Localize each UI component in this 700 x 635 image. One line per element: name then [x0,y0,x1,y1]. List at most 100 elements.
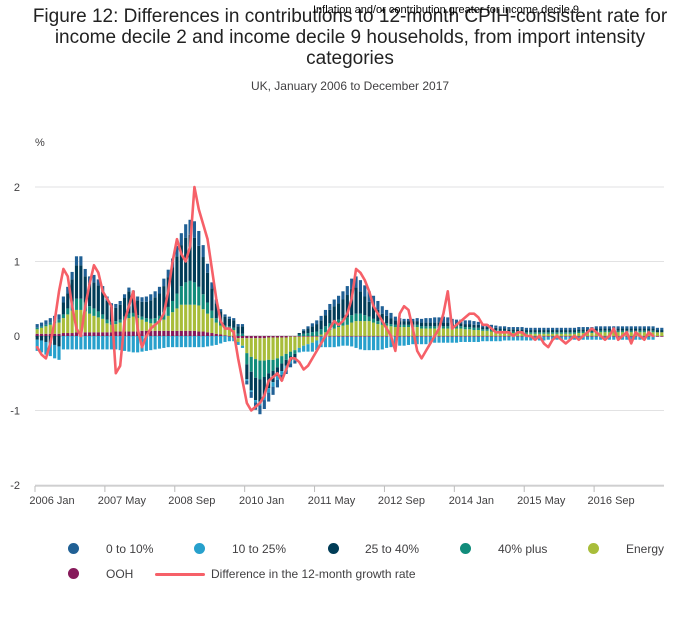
bar-segment [581,327,585,330]
bar-segment [328,309,332,324]
bar-segment [459,336,463,342]
bar-segment [118,300,122,305]
bar-segment [70,271,74,280]
bar-segment [328,303,332,310]
bar-segment [638,336,642,340]
bar-segment [385,315,389,324]
bar-segment [485,330,489,337]
bar-segment [380,313,384,323]
bar-segment [607,326,611,329]
bar-segment [245,336,249,339]
bar-segment [406,324,411,328]
bar-segment [450,336,454,337]
bar-segment [546,327,550,331]
bar-segment [542,333,546,336]
bar-segment [420,328,424,336]
bar-segment [166,336,170,348]
bar-segment [625,336,629,337]
bar-segment [498,326,502,329]
bar-segment [35,324,39,328]
bar-segment [53,323,57,334]
bar-segment [489,336,494,337]
bar-segment [166,330,170,337]
y-tick-label: 1 [14,257,20,269]
bar-segment [184,224,188,238]
bar-segment [354,276,358,288]
bar-segment [655,336,660,337]
bar-segment [236,333,240,336]
bar-segment [533,336,537,337]
bar-segment [249,371,253,391]
bar-segment [197,331,201,336]
bar-segment [459,336,463,337]
bar-segment [332,306,336,322]
bar-segment [83,268,87,277]
bar-segment [638,330,642,333]
bar-segment [136,296,140,301]
bar-segment [441,336,445,343]
bar-segment [454,336,459,337]
bar-segment [420,318,424,323]
bar-segment [577,329,581,332]
bar-segment [57,333,61,336]
bar-segment [144,301,148,319]
bar-segment [402,327,406,336]
bar-segment [306,333,310,336]
bar-segment [245,338,249,354]
bar-segment [293,360,297,364]
bar-segment [131,316,135,332]
bar-segment [280,363,284,372]
bar-segment [332,328,336,336]
bar-segment [612,336,616,337]
bar-segment [39,340,44,353]
bar-segment [74,298,79,310]
bar-segment [415,327,419,336]
bar-segment [275,367,279,377]
bar-segment [61,314,65,319]
bar-segment [459,323,463,327]
bar-segment [214,322,218,334]
bar-segment [358,321,362,336]
bar-segment [498,336,502,337]
bar-segment [140,330,144,337]
bar-segment [502,326,507,329]
bar-segment [297,333,301,335]
bar-segment [612,332,616,336]
bar-segment [520,329,524,332]
bar-segment [367,301,371,317]
bar-segment [53,344,57,359]
bar-segment [393,324,397,328]
bar-segment [341,299,345,319]
bar-segment [66,336,70,350]
bar-segment [39,326,44,328]
bar-segment [74,332,79,336]
bar-segment [122,294,127,299]
bar-segment [463,329,467,337]
bar-segment [175,293,179,309]
bar-segment [463,320,467,325]
bar-segment [402,318,406,322]
bar-segment [511,336,515,341]
bar-segment [354,336,358,337]
bar-segment [638,326,642,329]
bar-segment [175,256,179,294]
y-tick-label: -2 [10,480,20,492]
bar-segment [310,323,314,327]
bar-segment [454,328,459,336]
bar-segment [88,332,92,336]
bar-segment [616,330,620,333]
bar-segment [48,322,52,325]
bar-segment [275,376,279,380]
bar-segment [83,311,87,333]
bar-segment [647,328,651,331]
bar-segment [179,330,183,337]
bar-segment [227,336,231,337]
bar-segment [297,334,301,336]
bar-segment [201,245,205,258]
bar-segment [127,336,131,352]
bar-segment [354,287,358,314]
bar-segment [577,336,581,337]
bar-segment [564,330,568,333]
bar-segment [546,332,550,334]
bar-segment [236,341,240,345]
